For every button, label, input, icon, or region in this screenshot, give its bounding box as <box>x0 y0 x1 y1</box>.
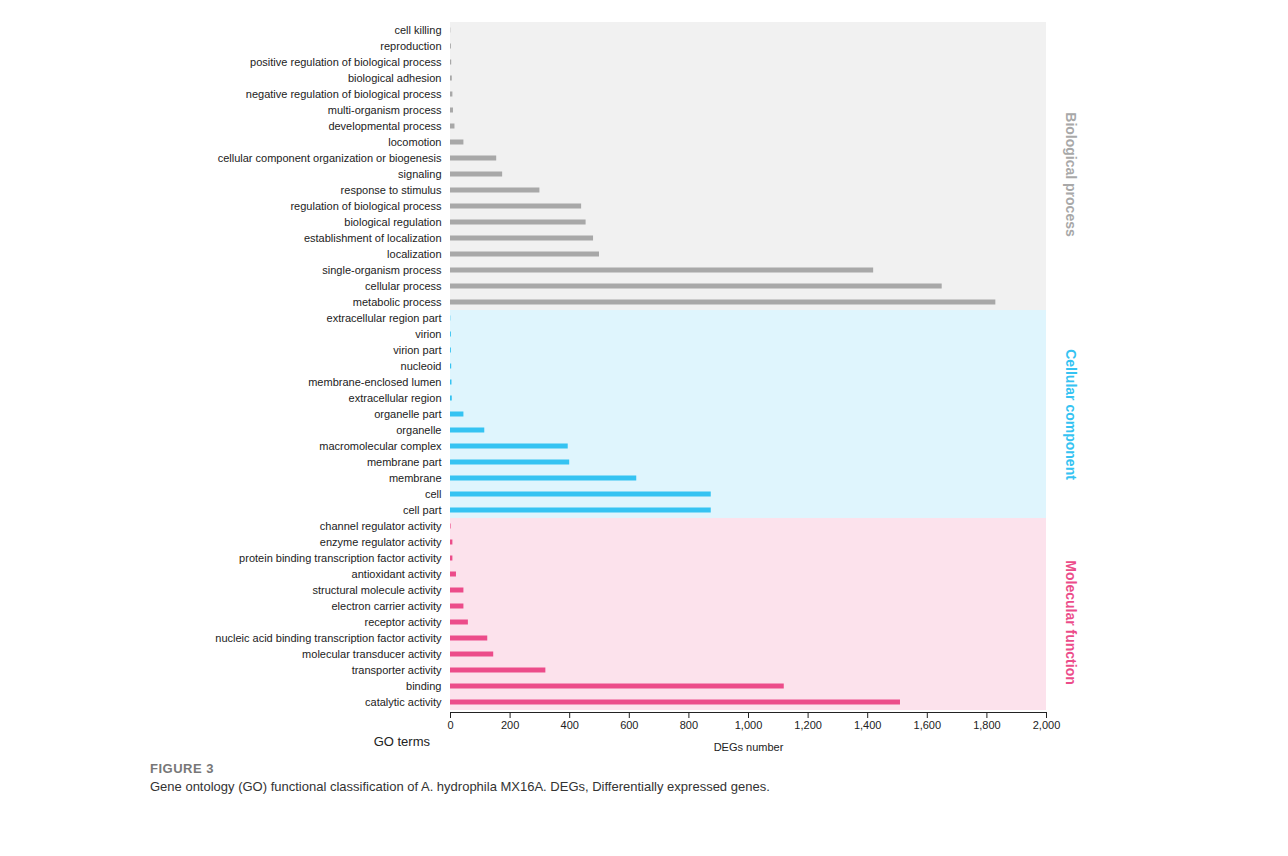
svg-text:metabolic process: metabolic process <box>353 296 442 308</box>
svg-text:1,000: 1,000 <box>735 719 763 731</box>
svg-text:structural molecule activity: structural molecule activity <box>313 584 442 596</box>
svg-text:transporter activity: transporter activity <box>352 664 442 676</box>
svg-text:800: 800 <box>680 719 698 731</box>
svg-text:Biological process: Biological process <box>1063 112 1079 237</box>
svg-text:membrane: membrane <box>389 472 442 484</box>
svg-text:molecular transducer activity: molecular transducer activity <box>302 648 442 660</box>
svg-text:nucleic acid binding transcrip: nucleic acid binding transcription facto… <box>215 632 442 644</box>
svg-text:2,000: 2,000 <box>1033 719 1061 731</box>
svg-text:single-organism process: single-organism process <box>322 264 442 276</box>
svg-text:Molecular function: Molecular function <box>1063 560 1079 684</box>
svg-text:localization: localization <box>387 248 441 260</box>
svg-text:multi-organism process: multi-organism process <box>328 104 442 116</box>
svg-text:regulation of biological proce: regulation of biological process <box>290 200 442 212</box>
svg-text:organelle part: organelle part <box>374 408 441 420</box>
svg-text:membrane-enclosed lumen: membrane-enclosed lumen <box>308 376 441 388</box>
svg-text:extracellular region part: extracellular region part <box>327 312 442 324</box>
svg-text:1,200: 1,200 <box>794 719 822 731</box>
svg-text:reproduction: reproduction <box>380 40 441 52</box>
svg-text:enzyme regulator activity: enzyme regulator activity <box>320 536 442 548</box>
svg-text:electron carrier activity: electron carrier activity <box>331 600 442 612</box>
svg-text:1,600: 1,600 <box>914 719 942 731</box>
svg-text:600: 600 <box>620 719 638 731</box>
svg-text:negative regulation of biologi: negative regulation of biological proces… <box>246 88 442 100</box>
svg-text:nucleoid: nucleoid <box>401 360 442 372</box>
svg-text:positive regulation of biologi: positive regulation of biological proces… <box>250 56 442 68</box>
html-text:GO terms: GO terms <box>373 734 430 749</box>
svg-text:binding: binding <box>406 680 441 692</box>
svg-text:channel regulator activity: channel regulator activity <box>320 520 442 532</box>
svg-text:virion: virion <box>415 328 441 340</box>
html-text:FIGURE 3: FIGURE 3 <box>150 761 214 776</box>
svg-text:400: 400 <box>561 719 579 731</box>
svg-text:cell part: cell part <box>403 504 442 516</box>
svg-text:response to stimulus: response to stimulus <box>341 184 442 196</box>
svg-text:cell killing: cell killing <box>394 24 441 36</box>
svg-text:macromolecular complex: macromolecular complex <box>319 440 442 452</box>
svg-text:organelle: organelle <box>396 424 441 436</box>
svg-text:receptor activity: receptor activity <box>364 616 442 628</box>
svg-text:antioxidant activity: antioxidant activity <box>352 568 442 580</box>
svg-text:catalytic activity: catalytic activity <box>365 696 442 708</box>
svg-text:biological adhesion: biological adhesion <box>348 72 442 84</box>
svg-text:DEGs number: DEGs number <box>714 741 784 753</box>
svg-text:cellular component organizatio: cellular component organization or bioge… <box>218 152 442 164</box>
svg-text:developmental process: developmental process <box>328 120 442 132</box>
svg-text:biological regulation: biological regulation <box>344 216 441 228</box>
svg-text:locomotion: locomotion <box>388 136 441 148</box>
svg-text:200: 200 <box>501 719 519 731</box>
svg-text:cell: cell <box>425 488 442 500</box>
svg-text:virion part: virion part <box>393 344 441 356</box>
svg-text:protein binding transcription: protein binding transcription factor act… <box>239 552 442 564</box>
svg-text:0: 0 <box>447 719 453 731</box>
svg-text:signaling: signaling <box>398 168 441 180</box>
svg-text:1,400: 1,400 <box>854 719 882 731</box>
svg-text:membrane part: membrane part <box>367 456 442 468</box>
html-text:Gene ontology (GO) functional: Gene ontology (GO) functional classifica… <box>150 779 770 795</box>
svg-text:Cellular component: Cellular component <box>1063 349 1079 480</box>
svg-text:establishment of localization: establishment of localization <box>304 232 442 244</box>
svg-text:cellular process: cellular process <box>365 280 442 292</box>
svg-text:1,800: 1,800 <box>973 719 1001 731</box>
svg-text:extracellular region: extracellular region <box>349 392 442 404</box>
